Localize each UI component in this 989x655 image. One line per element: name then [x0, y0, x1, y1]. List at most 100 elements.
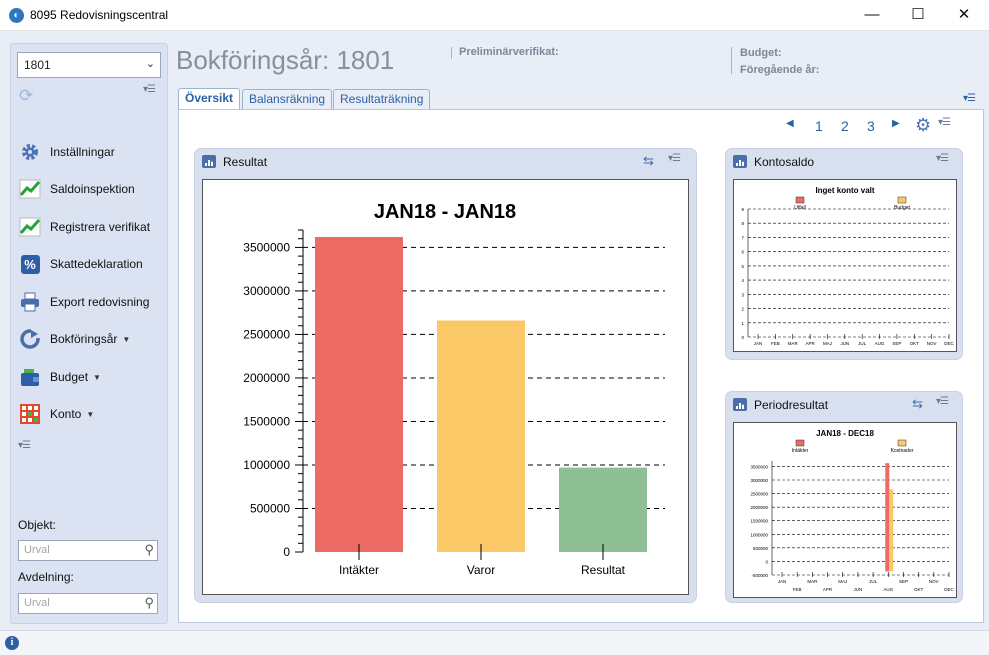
x-tick-label: JUN — [854, 587, 863, 592]
trend-chart-icon — [19, 178, 41, 200]
header-divider — [731, 47, 732, 74]
y-tick-label: 2500000 — [750, 492, 768, 497]
window-titlebar: ◐ 8095 Redovisningscentral — ☐ ✕ — [0, 0, 989, 31]
y-tick-label: 2000000 — [243, 371, 290, 385]
y-tick-label: 0 — [765, 559, 768, 564]
previous-year-label: Föregående år: — [740, 64, 820, 76]
legend-label: Kostnader — [891, 448, 914, 454]
wallet-icon — [19, 366, 41, 388]
year-select[interactable]: 1801 ⌄ — [17, 52, 161, 78]
y-tick-label: 6 — [741, 250, 744, 255]
legend-swatch — [897, 439, 907, 447]
x-tick-label: DEC — [944, 587, 954, 592]
sidebar-menu-icon[interactable]: ▾☰ — [143, 84, 156, 95]
swap-icon[interactable]: ⇆ — [643, 153, 654, 168]
search-icon[interactable]: ⚲ — [144, 595, 154, 610]
sidebar-more-icon[interactable]: ▾☰ — [18, 440, 31, 451]
bar-chart-icon — [733, 398, 747, 411]
y-tick-label: 1000000 — [750, 532, 768, 537]
sidebar-item-label: Bokföringsår — [50, 332, 118, 346]
widget-menu-icon[interactable]: ▾☰ — [936, 153, 949, 164]
tab-oversikt[interactable]: Översikt — [178, 88, 241, 111]
objekt-search-input[interactable]: Urval ⚲ — [18, 540, 158, 561]
pager-next-icon[interactable]: ▶ — [892, 118, 900, 129]
x-tick-label: NOV — [929, 579, 939, 584]
widget-menu-icon[interactable]: ▾☰ — [936, 396, 949, 407]
minimize-icon[interactable]: — — [864, 6, 880, 23]
swap-icon[interactable]: ⇆ — [912, 396, 923, 411]
x-tick-label: FEB — [771, 341, 780, 346]
x-tick-label: JAN — [778, 579, 787, 584]
sidebar-item-konto[interactable]: Konto ▼ — [19, 400, 169, 428]
y-tick-label: 8 — [741, 221, 744, 226]
sidebar-item-registrera-verifikat[interactable]: Registrera verifikat — [19, 213, 169, 241]
y-tick-label: 1000000 — [243, 458, 290, 472]
y-tick-label: 2000000 — [750, 505, 768, 510]
pager-page-2[interactable]: 2 — [841, 118, 849, 134]
settings-gear-icon[interactable]: ⚙ — [915, 115, 932, 135]
tabs-menu-icon[interactable]: ▾☰ — [963, 93, 976, 104]
x-tick-label: JUL — [858, 341, 866, 346]
tab-resultatrakning[interactable]: Resultaträkning — [333, 89, 431, 109]
legend-swatch — [897, 196, 907, 204]
tab-balansrakning[interactable]: Balansräkning — [242, 89, 333, 109]
x-tick-label: JUL — [869, 579, 877, 584]
periodresultat-chart-frame: JAN18 - DEC18 Intäkter Kostnader -500000 0 50… — [733, 422, 957, 598]
page-title: Bokföringsår: 1801 — [176, 45, 395, 75]
sidebar: 1801 ⌄ ⟳ ▾☰ Inställningar Saldoinspektio… — [10, 43, 168, 624]
widget-resultat: Resultat ⇆ ▾☰ JAN18 - JAN18 0 500000 100000… — [194, 148, 697, 603]
sidebar-item-export-redovisning[interactable]: Export redovisning — [19, 288, 169, 316]
sidebar-item-saldoinspektion[interactable]: Saldoinspektion — [19, 175, 169, 203]
sidebar-item-budget[interactable]: Budget ▼ — [19, 363, 169, 391]
y-tick-label: 1500000 — [243, 414, 290, 428]
y-tick-label: 3500000 — [243, 240, 290, 254]
x-tick-label: NOV — [927, 341, 937, 346]
info-icon[interactable]: i — [5, 636, 19, 650]
y-tick-label: -500000 — [751, 573, 768, 578]
sidebar-item-bokforingsar[interactable]: Bokföringsår ▼ — [19, 325, 169, 353]
y-tick-label: 7 — [741, 235, 744, 240]
chevron-down-icon: ⌄ — [145, 58, 155, 70]
widget-menu-icon[interactable]: ▾☰ — [668, 153, 681, 164]
legend-label: Budget — [894, 205, 910, 211]
gear-icon — [19, 141, 41, 163]
pager-page-3[interactable]: 3 — [867, 118, 875, 134]
refresh-icon[interactable]: ⟳ — [19, 86, 34, 105]
y-tick-label: 1500000 — [750, 519, 768, 524]
avdelning-search-input[interactable]: Urval ⚲ — [18, 593, 158, 614]
chart-title: Inget konto valt — [815, 186, 874, 195]
sidebar-item-installningar[interactable]: Inställningar — [19, 138, 169, 166]
y-tick-label: 3500000 — [750, 464, 768, 469]
window-title: 8095 Redovisningscentral — [30, 8, 169, 22]
printer-icon — [19, 291, 41, 313]
x-tick-label: MAJ — [823, 341, 832, 346]
x-tick-label: JAN — [754, 341, 763, 346]
sidebar-item-label: Saldoinspektion — [50, 182, 135, 196]
kontosaldo-chart-frame: Inget konto valt Utfall Budget 0 1 2 3 4 5 6 7 8 9 JA… — [733, 179, 957, 352]
x-tick-label: Resultat — [581, 563, 626, 577]
x-tick-label: Intäkter — [339, 563, 379, 577]
legend-label: Intäkter — [792, 448, 809, 454]
y-tick-label: 3000000 — [243, 284, 290, 298]
sidebar-item-label: Inställningar — [50, 145, 115, 159]
bar-chart-icon — [202, 155, 216, 168]
y-tick-label: 2500000 — [243, 327, 290, 341]
close-icon[interactable]: ✕ — [957, 6, 971, 23]
avdelning-label: Avdelning: — [18, 570, 74, 584]
legend-label: Utfall — [794, 205, 805, 211]
pager-menu-icon[interactable]: ▾☰ — [938, 117, 951, 128]
header-divider — [451, 47, 452, 59]
x-tick-label: MAR — [788, 341, 799, 346]
sidebar-item-label: Skattedeklaration — [50, 257, 143, 271]
x-tick-label: OKT — [910, 341, 920, 346]
pager-page-1[interactable]: 1 — [815, 118, 823, 134]
x-tick-label: APR — [805, 341, 815, 346]
y-tick-label: 3 — [741, 292, 744, 297]
sidebar-item-skattedeklaration[interactable]: % Skattedeklaration — [19, 250, 169, 278]
search-icon[interactable]: ⚲ — [144, 542, 154, 557]
dropdown-caret-icon: ▼ — [93, 372, 101, 382]
sidebar-item-label: Export redovisning — [50, 295, 150, 309]
maximize-icon[interactable]: ☐ — [911, 6, 925, 23]
y-tick-label: 4 — [741, 278, 744, 283]
pager-prev-icon[interactable]: ◀ — [786, 118, 794, 129]
